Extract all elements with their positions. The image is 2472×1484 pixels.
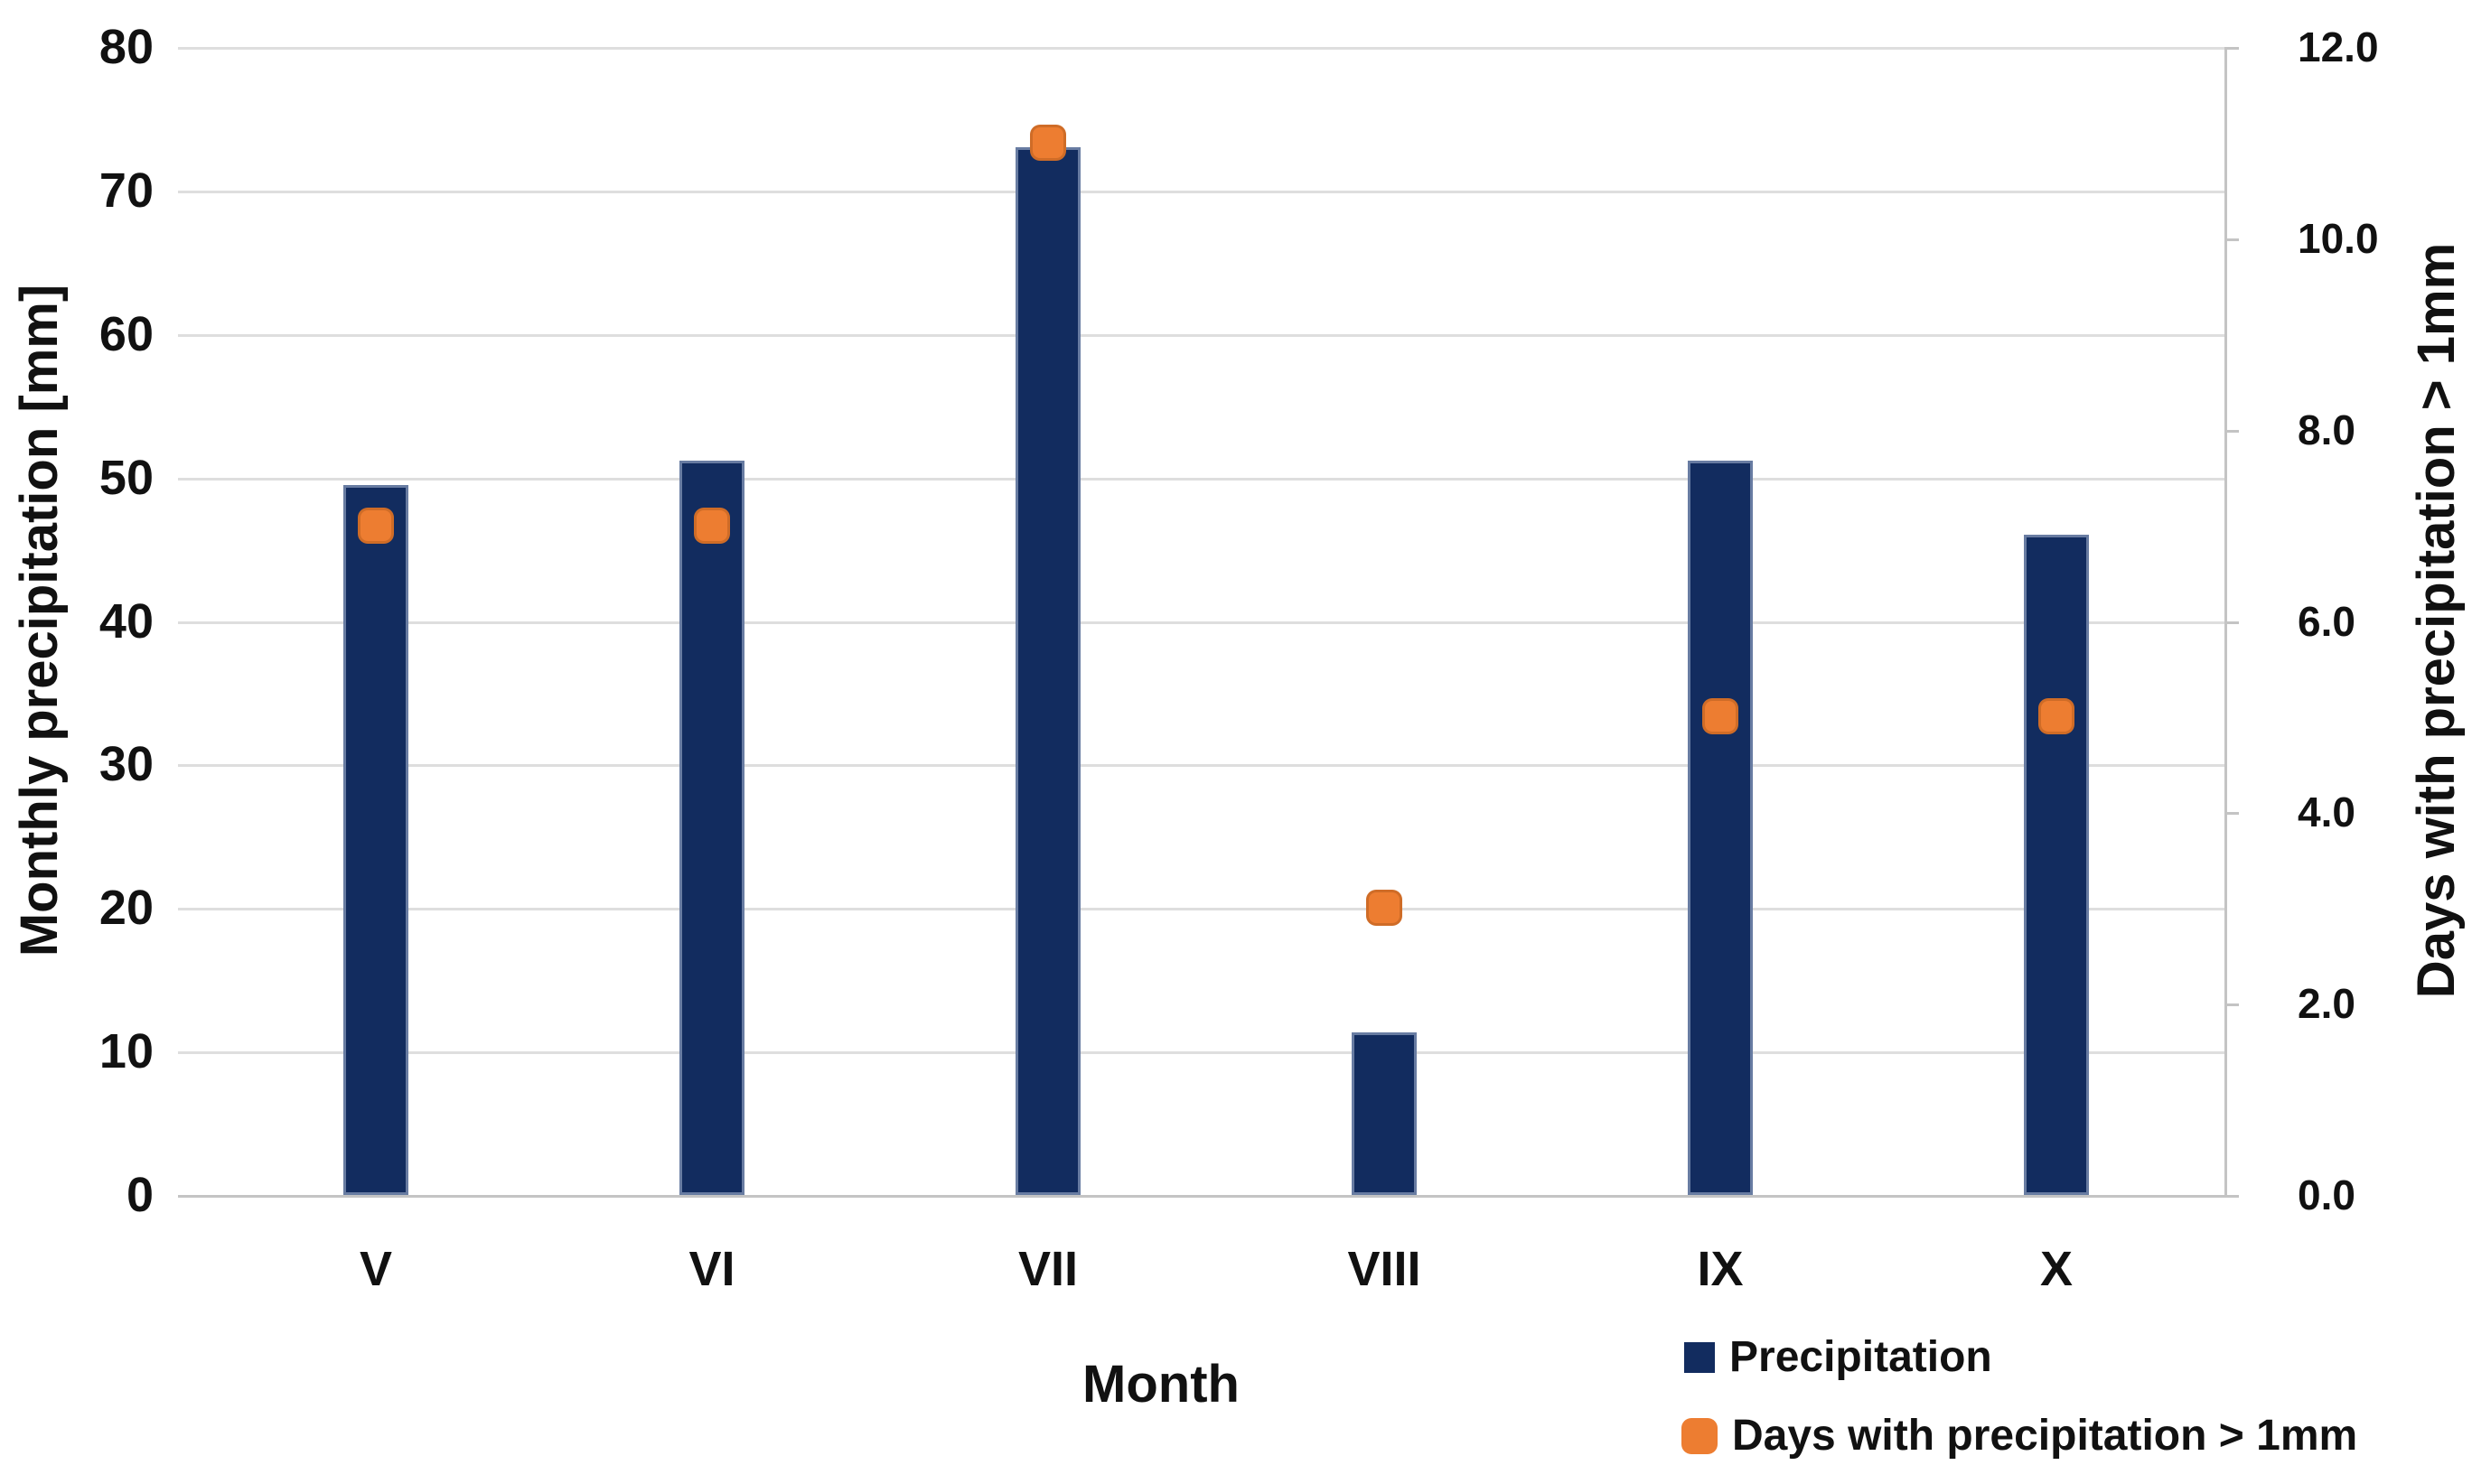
precipitation-bar-VII — [1016, 147, 1081, 1195]
left-tick-0: 0 — [126, 1168, 154, 1222]
right-tick-10.0: 10.0 — [2298, 215, 2379, 262]
precipitation-legend-swatch — [1684, 1342, 1715, 1373]
x-tick-VIII: VIII — [1347, 1242, 1421, 1296]
right-axis-tick-0.0 — [2224, 1195, 2239, 1198]
left-tick-70: 70 — [98, 163, 154, 218]
gridline-10 — [178, 1051, 2224, 1054]
legend-row-precipitation: Precipitation — [1684, 1336, 1992, 1379]
left-tick-10: 10 — [98, 1024, 154, 1078]
right-axis-tick-4.0 — [2224, 812, 2239, 815]
days-marker-V — [358, 508, 394, 544]
right-axis-title: Days with precipitation > 1mm — [2407, 242, 2466, 999]
x-tick-V: V — [359, 1242, 393, 1296]
left-tick-50: 50 — [98, 451, 154, 505]
days-legend-label: Days with precipitation > 1mm — [1732, 1412, 2358, 1460]
gridline-70 — [178, 191, 2224, 193]
left-tick-40: 40 — [98, 594, 154, 649]
days-marker-X — [2038, 698, 2074, 734]
days-marker-VIII — [1366, 890, 1402, 926]
right-axis-tick-6.0 — [2224, 621, 2239, 624]
gridline-0 — [178, 1195, 2224, 1198]
right-tick-6.0: 6.0 — [2298, 598, 2355, 645]
right-axis-tick-12.0 — [2224, 47, 2239, 50]
right-axis-line — [2224, 47, 2227, 1195]
gridline-80 — [178, 47, 2224, 50]
precipitation-bar-V — [343, 485, 408, 1195]
right-tick-8.0: 8.0 — [2298, 406, 2355, 453]
right-tick-0.0: 0.0 — [2298, 1171, 2355, 1218]
gridline-20 — [178, 908, 2224, 910]
days-marker-VI — [694, 508, 730, 544]
x-tick-IX: IX — [1697, 1242, 1744, 1296]
x-axis-title: Month — [1082, 1355, 1240, 1414]
right-tick-2.0: 2.0 — [2298, 980, 2355, 1027]
gridline-30 — [178, 764, 2224, 767]
left-tick-20: 20 — [98, 881, 154, 935]
right-axis-tick-2.0 — [2224, 1003, 2239, 1006]
days-legend-swatch — [1681, 1418, 1718, 1454]
x-tick-VII: VII — [1017, 1242, 1079, 1296]
left-tick-60: 60 — [98, 307, 154, 361]
right-axis-tick-8.0 — [2224, 430, 2239, 433]
precipitation-bar-VIII — [1352, 1032, 1417, 1195]
gridline-40 — [178, 621, 2224, 624]
precipitation-bar-X — [2024, 535, 2089, 1195]
gridline-50 — [178, 478, 2224, 481]
days-marker-VII — [1030, 125, 1066, 161]
right-tick-4.0: 4.0 — [2298, 789, 2355, 835]
right-axis-tick-10.0 — [2224, 238, 2239, 241]
left-tick-80: 80 — [98, 20, 154, 74]
precipitation-bar-VI — [679, 461, 744, 1195]
gridline-60 — [178, 334, 2224, 337]
x-tick-X: X — [2039, 1242, 2074, 1296]
x-tick-VI: VI — [688, 1242, 735, 1296]
legend-row-days: Days with precipitation > 1mm — [1681, 1414, 2357, 1458]
precipitation-bar-IX — [1688, 461, 1753, 1195]
days-marker-IX — [1702, 698, 1738, 734]
left-tick-30: 30 — [98, 737, 154, 791]
left-axis-title: Monthly precipitation [mm] — [10, 284, 69, 957]
right-tick-12.0: 12.0 — [2298, 23, 2379, 70]
precipitation-legend-label: Precipitation — [1729, 1333, 1992, 1381]
